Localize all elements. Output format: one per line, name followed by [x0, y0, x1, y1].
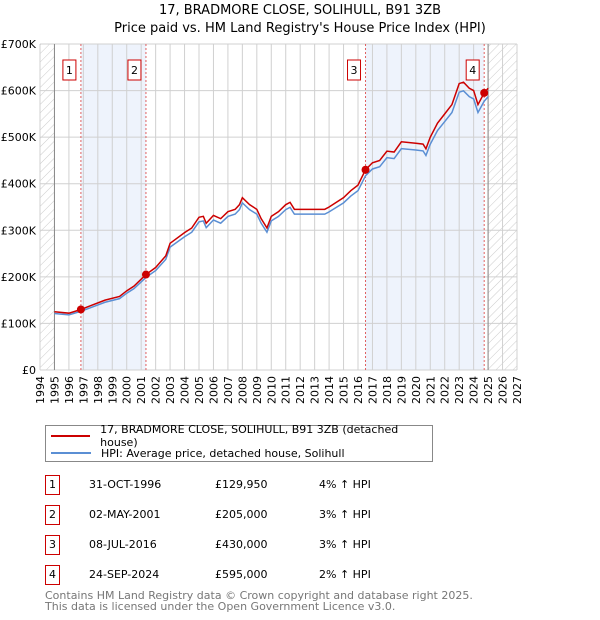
- x-tick-label: 2007: [222, 376, 235, 404]
- sale-point: [76, 305, 85, 314]
- sale-date: 24-SEP-2024: [89, 568, 160, 581]
- sale-price: £205,000: [215, 508, 268, 521]
- x-tick-label: 2014: [323, 376, 336, 404]
- sale-label-box: [127, 59, 142, 81]
- footer: Contains HM Land Registry data © Crown c…: [45, 590, 473, 612]
- sale-hpi-diff: 3% ↑ HPI: [319, 538, 371, 551]
- sale-number: 2: [45, 505, 60, 525]
- x-tick-label: 2017: [366, 376, 379, 404]
- x-tick-label: 2018: [381, 376, 394, 404]
- x-tick-label: 2025: [482, 376, 495, 404]
- x-tick-label: 2021: [424, 376, 437, 404]
- x-tick-label: 2011: [280, 376, 293, 404]
- sale-number: 4: [45, 565, 60, 585]
- x-tick-label: 2004: [179, 376, 192, 404]
- x-tick-label: 2001: [135, 376, 148, 404]
- x-tick-label: 2003: [164, 376, 177, 404]
- y-tick-label: £600K: [1, 85, 37, 98]
- chart-title: 17, BRADMORE CLOSE, SOLIHULL, B91 3ZB: [158, 3, 442, 18]
- sale-row: 3 08-JUL-2016 £430,000 3% ↑ HPI: [45, 535, 445, 555]
- hatch-before-data: [40, 44, 55, 370]
- plot-area: 1994 1995 1996 1997 1998 1999 2000 2001 2002 2003…: [1, 38, 524, 404]
- sale-hpi-diff: 4% ↑ HPI: [319, 478, 371, 491]
- x-tick-label: 2020: [410, 376, 423, 404]
- legend-item-property: 17, BRADMORE CLOSE, SOLIHULL, B91 3ZB (d…: [46, 423, 432, 449]
- x-tick-label: 2006: [207, 376, 220, 404]
- shaded-period: [365, 44, 485, 370]
- x-tick-label: 2010: [265, 376, 278, 404]
- x-tick-label: 2000: [121, 376, 134, 404]
- footer-licence: This data is licensed under the Open Gov…: [45, 600, 396, 613]
- legend-label: 17, BRADMORE CLOSE, SOLIHULL, B91 3ZB (d…: [100, 423, 399, 449]
- chart-subtitle: Price paid vs. HM Land Registry's House …: [114, 21, 486, 36]
- sale-point: [361, 165, 370, 174]
- y-tick-label: £500K: [1, 131, 37, 144]
- sale-point: [141, 270, 150, 279]
- x-tick-label: 1996: [63, 376, 76, 404]
- y-tick-label: £300K: [1, 224, 37, 237]
- sale-label-number: 1: [66, 64, 73, 77]
- x-tick-label: 2013: [309, 376, 322, 404]
- footer-copyright: Contains HM Land Registry data © Crown c…: [45, 589, 473, 602]
- x-tick-label: 2026: [497, 376, 510, 404]
- sale-date: 31-OCT-1996: [89, 478, 162, 491]
- x-tick-label: 2023: [453, 376, 466, 404]
- x-tick-label: 2027: [511, 376, 524, 404]
- x-tick-label: 2024: [468, 376, 481, 404]
- y-tick-label: £0: [22, 364, 36, 377]
- sale-price: £430,000: [215, 538, 268, 551]
- sale-label-number: 2: [131, 64, 138, 77]
- x-tick-label: 2005: [193, 376, 206, 404]
- sale-number: 3: [45, 535, 60, 555]
- legend-swatch-blue: [51, 452, 91, 454]
- x-tick-label: 1994: [34, 376, 47, 404]
- x-tick-label: 2016: [352, 376, 365, 404]
- sale-hpi-diff: 3% ↑ HPI: [319, 508, 371, 521]
- y-tick-label: £100K: [1, 317, 37, 330]
- sale-hpi-diff: 2% ↑ HPI: [319, 568, 371, 581]
- sale-price: £595,000: [215, 568, 268, 581]
- sale-date: 08-JUL-2016: [89, 538, 157, 551]
- property-price-line: [54, 81, 489, 314]
- sale-label-number: 3: [351, 64, 358, 77]
- sale-price: £129,950: [215, 478, 268, 491]
- sale-row: 4 24-SEP-2024 £595,000 2% ↑ HPI: [45, 565, 445, 585]
- x-tick-label: 1998: [92, 376, 105, 404]
- sale-label-box: [347, 59, 362, 81]
- x-tick-label: 1995: [48, 376, 61, 404]
- x-tick-label: 2022: [439, 376, 452, 404]
- legend-label: HPI: Average price, detached house, Soli…: [101, 446, 345, 460]
- sale-label-box: [465, 59, 480, 81]
- shaded-period: [80, 44, 146, 370]
- legend-item-hpi: HPI: Average price, detached house, Soli…: [46, 445, 345, 461]
- legend-swatch-red: [51, 435, 91, 437]
- x-tick-label: 2009: [251, 376, 264, 404]
- y-tick-label: £400K: [1, 178, 37, 191]
- x-tick-label: 2015: [338, 376, 351, 404]
- x-tick-label: 2002: [150, 376, 163, 404]
- sale-date: 02-MAY-2001: [89, 508, 161, 521]
- sale-row: 1 31-OCT-1996 £129,950 4% ↑ HPI: [45, 475, 445, 495]
- x-tick-label: 1999: [106, 376, 119, 404]
- sale-label-number: 4: [469, 64, 476, 77]
- sale-number: 1: [45, 475, 60, 495]
- x-tick-label: 2008: [236, 376, 249, 404]
- x-tick-label: 2019: [395, 376, 408, 404]
- y-tick-label: £200K: [1, 271, 37, 284]
- sale-label-box: [62, 59, 77, 81]
- y-tick-label: £700K: [1, 38, 37, 51]
- legend: 17, BRADMORE CLOSE, SOLIHULL, B91 3ZB (d…: [45, 423, 433, 462]
- x-tick-label: 2012: [294, 376, 307, 404]
- hpi-line: [54, 89, 489, 316]
- sale-point: [480, 88, 489, 97]
- x-tick-label: 1997: [77, 376, 90, 404]
- sale-row: 2 02-MAY-2001 £205,000 3% ↑ HPI: [45, 505, 445, 525]
